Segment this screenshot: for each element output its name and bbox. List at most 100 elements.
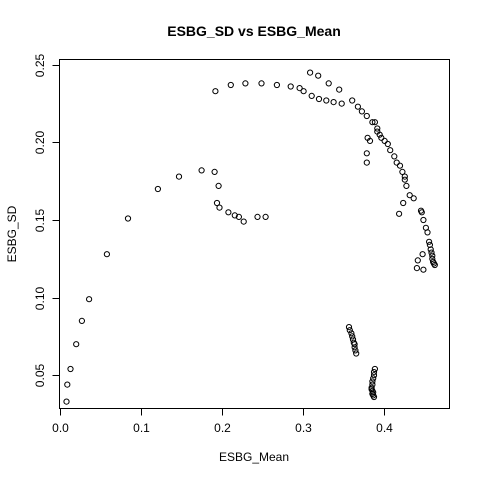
data-point	[403, 182, 410, 189]
x-tick-label: 0.3	[295, 421, 312, 435]
data-point	[235, 213, 242, 220]
data-point	[420, 266, 427, 273]
data-point	[323, 97, 330, 104]
data-points	[63, 69, 438, 405]
data-point	[401, 173, 408, 180]
data-point	[336, 86, 343, 93]
data-point	[406, 192, 413, 199]
data-point	[103, 251, 111, 258]
data-point	[86, 296, 93, 303]
data-point	[371, 119, 378, 126]
data-point	[296, 85, 303, 92]
data-point	[369, 378, 376, 385]
data-point	[73, 341, 80, 348]
data-point	[363, 159, 370, 166]
data-point	[124, 215, 132, 222]
data-point	[300, 88, 307, 95]
data-point	[258, 80, 265, 87]
data-point	[384, 140, 391, 148]
data-point	[426, 241, 433, 248]
data-point	[211, 168, 218, 175]
data-point	[426, 238, 433, 245]
data-point	[154, 185, 161, 193]
data-point	[315, 72, 322, 79]
data-point	[391, 153, 398, 160]
x-tick-label: 0.0	[52, 421, 69, 435]
data-point	[396, 162, 404, 169]
data-point	[428, 249, 435, 256]
data-point	[212, 88, 219, 95]
data-point	[227, 81, 234, 89]
data-point	[338, 100, 345, 107]
data-point	[198, 167, 205, 174]
data-point	[393, 159, 400, 166]
data-point	[370, 393, 378, 401]
data-point	[370, 372, 378, 379]
chart-title: ESBG_SD vs ESBG_Mean	[167, 23, 341, 39]
data-point	[216, 204, 223, 211]
data-point	[413, 265, 420, 272]
data-point	[175, 173, 183, 180]
data-point	[225, 209, 232, 216]
data-point	[429, 252, 436, 259]
data-point	[414, 257, 421, 264]
x-axis-label: ESBG_Mean	[219, 450, 289, 464]
data-point	[369, 119, 376, 126]
data-point	[396, 210, 403, 217]
data-point	[345, 324, 353, 331]
data-point	[213, 199, 221, 207]
data-point	[353, 350, 360, 357]
data-point	[78, 317, 86, 324]
x-tick-label: 0.1	[133, 421, 150, 435]
data-point	[371, 365, 378, 373]
data-point	[424, 229, 431, 236]
data-point	[369, 381, 376, 388]
data-point	[351, 341, 358, 348]
data-point	[381, 137, 388, 144]
y-tick-label: 0.25	[33, 53, 47, 77]
data-point	[330, 99, 337, 106]
data-point	[420, 216, 427, 224]
data-point	[67, 365, 74, 373]
data-point	[376, 131, 383, 138]
data-point	[374, 125, 381, 132]
data-point	[231, 212, 238, 219]
y-tick-label: 0.20	[33, 130, 47, 154]
data-point	[287, 83, 294, 90]
y-tick-label: 0.05	[33, 363, 47, 387]
data-point	[419, 251, 426, 258]
data-point	[352, 347, 359, 354]
x-tick-label: 0.2	[214, 421, 231, 435]
y-axis: 0.05 0.10 0.15 0.20 0.25	[33, 53, 60, 387]
data-point	[240, 218, 247, 225]
data-point	[418, 209, 425, 216]
data-point	[363, 150, 370, 157]
data-point	[273, 81, 280, 89]
data-point	[325, 80, 332, 87]
data-point	[63, 398, 70, 405]
data-point	[427, 246, 434, 253]
data-point	[431, 261, 438, 269]
data-point	[64, 381, 71, 388]
data-point	[358, 108, 365, 115]
y-tick-label: 0.10	[33, 286, 47, 310]
data-point	[315, 95, 323, 103]
data-point	[400, 199, 407, 207]
data-point	[401, 176, 408, 183]
data-point	[349, 97, 356, 104]
data-point	[308, 92, 315, 100]
data-point	[370, 375, 377, 382]
data-point	[254, 213, 261, 220]
data-point	[410, 195, 417, 202]
data-point	[262, 213, 269, 220]
y-tick-label: 0.15	[33, 208, 47, 232]
data-point	[351, 344, 358, 351]
data-point	[307, 69, 314, 76]
x-axis: 0.0 0.1 0.2 0.3 0.4	[52, 408, 393, 435]
x-tick-label: 0.4	[376, 421, 393, 435]
plot-frame	[59, 59, 450, 409]
y-axis-label: ESBG_SD	[5, 205, 19, 262]
data-point	[387, 147, 394, 154]
data-point	[364, 134, 371, 141]
